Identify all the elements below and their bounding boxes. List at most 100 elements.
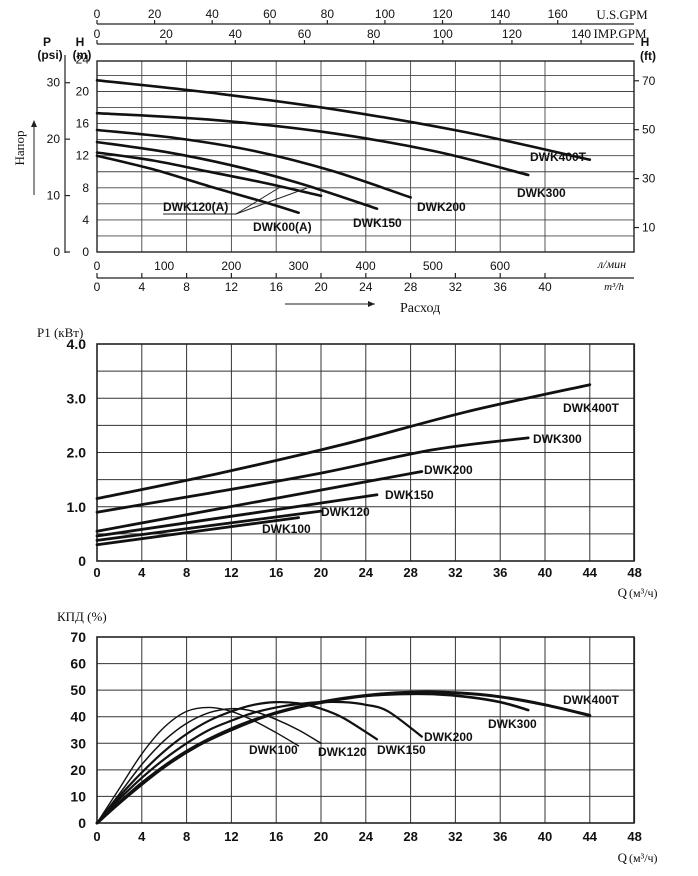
eff-x-axis-title: Q [618,850,628,865]
eff-x-tick-label: 20 [314,829,328,844]
power-curve-label: DWK150 [385,488,434,502]
m3h-tick-label: 20 [314,280,328,294]
head-curve [95,128,412,199]
psi-tick-label: 0 [53,245,60,259]
eff-x-tick-label: 44 [583,829,598,844]
usgpm-tick-label: 20 [148,7,162,21]
head-curve-label: DWK200 [417,200,466,214]
eff-x-tick-label: 8 [183,829,190,844]
efficiency-curve-label: DWK200 [424,730,473,744]
power-curve [95,383,592,500]
power-y-tick-label: 0 [78,553,86,569]
power-x-tick-label: 16 [269,565,283,580]
eff-y-tick-label: 60 [70,656,86,672]
eff-x-tick-label: 32 [448,829,462,844]
metre-tick-label: 16 [76,117,90,131]
head-curve-label: DWK150 [353,216,402,230]
eff-x-tick-label: 36 [493,829,507,844]
metre-tick-label: 4 [82,213,89,227]
power-x-tick-label: 36 [493,565,507,580]
lpm-tick-label: 100 [154,259,174,273]
psi-tick-label: 10 [47,189,61,203]
lpm-tick-label: 300 [288,259,308,273]
eff-x-tick-label: 48 [627,829,641,844]
power-x-axis-unit: (м³/ч) [629,586,658,600]
m3h-tick-label: 28 [404,280,418,294]
flow-arrow-head [368,301,375,307]
power-x-tick-label: 0 [93,565,100,580]
plot-frame [96,636,635,824]
head-curve-label: DWK300 [517,186,566,200]
eff-y-axis-title: КПД (%) [57,609,107,624]
lpm-tick-label: 0 [94,259,101,273]
metre-tick-label: 8 [82,181,89,195]
power-x-tick-label: 12 [224,565,238,580]
efficiency-curve [95,692,530,825]
head-curve [95,151,323,198]
impgpm-tick-label: 60 [298,27,312,41]
power-curve-label: DWK120 [321,505,370,519]
eff-x-tick-label: 28 [403,829,417,844]
power-curve [95,509,323,542]
power-x-axis-title: Q [618,585,628,600]
efficiency-curve-label: DWK300 [488,717,537,731]
head-curve-label: DWK400T [530,150,587,164]
efficiency-curve [95,700,379,825]
usgpm-unit-label: U.S.GPM [596,7,648,22]
impgpm-tick-label: 120 [502,27,522,41]
impgpm-unit-label: IMP.GPM [593,26,647,41]
power-curve-label: DWK200 [424,463,473,477]
feet-axis-header: H [641,35,650,49]
plot-frame [96,343,635,562]
power-x-tick-label: 20 [314,565,328,580]
usgpm-tick-label: 160 [548,7,568,21]
power-curve-label: DWK100 [262,522,311,536]
lpm-tick-label: 500 [423,259,443,273]
eff-x-axis-unit: (м³/ч) [629,851,658,865]
lpm-unit-label: л/мин [597,257,626,271]
power-y-tick-label: 1.0 [67,499,87,515]
feet-tick-label: 10 [642,221,656,235]
efficiency-curve-label: DWK150 [377,743,426,757]
head-curve-label: DWK120(A) [163,200,228,214]
efficiency-curve [95,690,592,825]
usgpm-tick-label: 120 [433,7,453,21]
m3h-tick-label: 12 [225,280,239,294]
usgpm-tick-label: 80 [321,7,335,21]
feet-tick-label: 50 [642,123,656,137]
power-x-tick-label: 4 [138,565,146,580]
power-x-tick-label: 8 [183,565,190,580]
efficiency-curve [96,706,300,824]
usgpm-tick-label: 100 [375,7,395,21]
head-curve [95,111,530,177]
eff-y-tick-label: 10 [70,788,86,804]
power-x-tick-label: 40 [538,565,552,580]
power-curve [95,436,530,514]
lpm-tick-label: 400 [356,259,376,273]
eff-y-tick-label: 40 [70,709,86,725]
head-x-axis-title: Расход [400,301,440,316]
eff-y-tick-label: 0 [78,815,86,831]
metre-axis-header: H [76,35,85,49]
power-curve-label: DWK300 [533,432,582,446]
power-y-tick-label: 2.0 [67,445,87,461]
usgpm-tick-label: 0 [94,7,101,21]
lpm-tick-label: 200 [221,259,241,273]
impgpm-tick-label: 40 [229,27,243,41]
m3h-tick-label: 8 [183,280,190,294]
impgpm-tick-label: 100 [433,27,453,41]
psi-axis-header: P [43,35,51,49]
efficiency-curve [95,700,423,825]
metre-tick-label: 12 [76,149,90,163]
m3h-tick-label: 40 [538,280,552,294]
power-curve-label: DWK400T [563,401,620,415]
eff-y-tick-label: 50 [70,682,86,698]
power-x-tick-label: 24 [359,565,374,580]
efficiency-curve-label: DWK400T [563,693,620,707]
m3h-tick-label: 24 [359,280,373,294]
head-arrow-head [31,120,37,127]
